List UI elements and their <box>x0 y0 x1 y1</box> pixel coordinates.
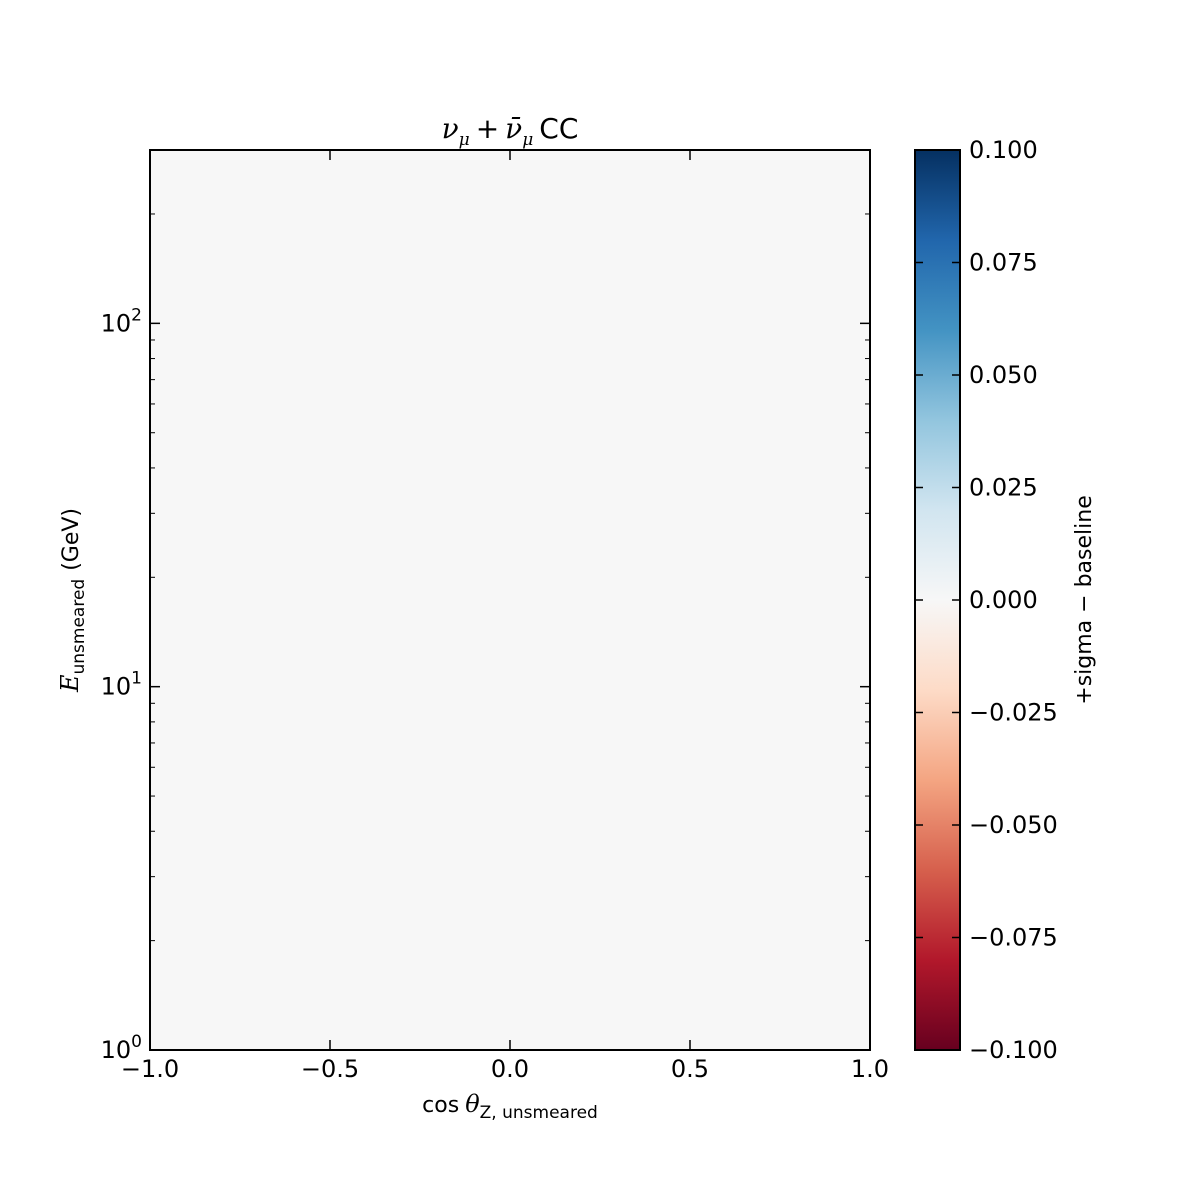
colorbar-tick-label: 0.025 <box>969 474 1038 502</box>
colorbar-tick-label: 0.000 <box>969 586 1038 614</box>
colorbar-ticks: 0.100 0.075 0.050 0.025 0.000 −0.025 −0.050 −0.… <box>915 136 1058 1064</box>
x-tick-label: −0.5 <box>301 1055 359 1083</box>
chart-title: νμ + ν̄μ CC <box>442 112 579 150</box>
y-tick-label: 102 <box>101 305 142 337</box>
y-tick-label: 100 <box>101 1032 142 1064</box>
y-axis-label: Eunsmeared(GeV) <box>56 508 89 693</box>
y-tick-label: 101 <box>101 669 142 701</box>
colorbar-tick-label: −0.025 <box>969 699 1058 727</box>
colorbar-label: +sigma − baseline <box>1072 495 1097 704</box>
x-axis-label: cos θZ, unsmeared <box>422 1090 598 1123</box>
axis-ticks: −1.0 −0.5 0.0 0.5 1.0 100 101 102 <box>101 150 889 1083</box>
heatmap-cell <box>150 150 870 1050</box>
colorbar-tick-label: −0.050 <box>969 811 1058 839</box>
colorbar-tick-label: −0.075 <box>969 924 1058 952</box>
x-tick-label: 0.5 <box>671 1055 709 1083</box>
x-tick-label: 0.0 <box>491 1055 529 1083</box>
x-tick-label: −1.0 <box>121 1055 179 1083</box>
colorbar-tick-label: −0.100 <box>969 1036 1058 1064</box>
colorbar-tick-label: 0.075 <box>969 249 1038 277</box>
colorbar-tick-label: 0.050 <box>969 361 1038 389</box>
colorbar-tick-label: 0.100 <box>969 136 1038 164</box>
x-tick-label: 1.0 <box>851 1055 889 1083</box>
heatmap-cells <box>150 150 870 1050</box>
plot-frame <box>149 149 871 1051</box>
